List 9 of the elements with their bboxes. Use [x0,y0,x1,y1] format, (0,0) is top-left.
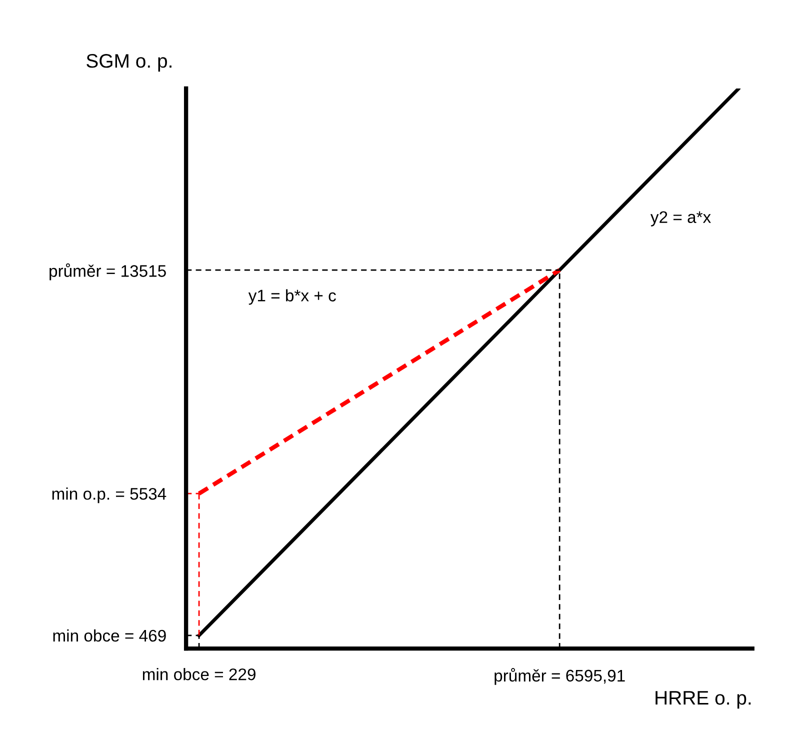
annotation: y1 = b*x + c [248,289,336,305]
y-tick-label: min obce = 469 [53,629,166,642]
y-axis-title: SGM o. p. [86,54,172,72]
y-tick-label: min o.p. = 5534 [52,488,166,504]
x-tick-label: min obce = 229 [142,668,256,680]
y-tick-label: průměr = 13515 [50,263,166,280]
annotation: y2 = a*x [650,211,711,226]
x-tick-label: průměr = 6595,91 [494,668,625,685]
x-axis-title: HRRE o. p. [656,691,751,709]
